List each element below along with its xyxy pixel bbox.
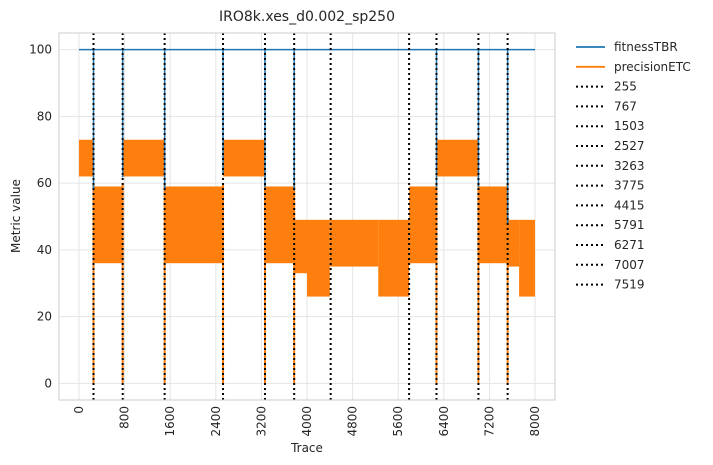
x-tick-label: 0 <box>72 406 86 414</box>
precision-band <box>519 219 536 297</box>
precision-etc-series <box>78 139 536 384</box>
y-axis-label: Metric value <box>9 179 23 253</box>
y-tick-labels: 0 20 40 60 80 100 <box>29 43 52 391</box>
legend-label: 4415 <box>614 198 645 212</box>
x-tick-label: 6400 <box>437 406 451 437</box>
y-tick-label: 0 <box>44 376 52 390</box>
y-tick-label: 80 <box>37 109 52 123</box>
precision-band <box>294 219 307 274</box>
legend-label: 3775 <box>614 179 645 193</box>
x-tick-label: 800 <box>118 406 132 429</box>
legend-label: 2527 <box>614 139 645 153</box>
legend-label: precisionETC <box>614 60 691 74</box>
legend-label: 255 <box>614 80 637 94</box>
precision-band <box>409 186 437 264</box>
precision-band <box>122 139 165 177</box>
y-tick-label: 100 <box>29 43 52 57</box>
x-tick-label: 4000 <box>300 406 314 437</box>
precision-band <box>478 186 508 264</box>
legend-label: 767 <box>614 99 637 113</box>
legend: fitnessTBR precisionETC 255 767 1503 2527 3263… <box>576 40 691 292</box>
precision-band <box>93 186 123 264</box>
x-tick-label: 2400 <box>209 406 223 437</box>
legend-label: 7007 <box>614 258 645 272</box>
x-tick-label: 8000 <box>528 406 542 437</box>
legend-label: 5791 <box>614 218 645 232</box>
legend-label: 1503 <box>614 119 645 133</box>
x-tick-label: 5600 <box>391 406 405 437</box>
drift-vertical-lines <box>92 33 509 400</box>
x-tick-label: 3200 <box>254 406 268 437</box>
precision-band <box>329 219 379 267</box>
x-tick-label: 1600 <box>163 406 177 437</box>
x-axis-label: Trace <box>290 441 323 455</box>
fitness-line <box>78 48 536 224</box>
precision-band <box>307 219 330 297</box>
legend-label: 3263 <box>614 159 645 173</box>
fitness-tbr-series <box>78 48 536 224</box>
precision-band <box>507 219 520 267</box>
axis-frame <box>58 32 556 401</box>
y-tick-label: 60 <box>37 176 52 190</box>
legend-label: 7519 <box>614 278 645 292</box>
chart-title: IRO8k.xes_d0.002_sp250 <box>219 9 395 25</box>
legend-label: fitnessTBR <box>614 40 678 54</box>
legend-label: 6271 <box>614 238 645 252</box>
precision-band <box>436 139 479 177</box>
precision-band <box>164 186 224 264</box>
y-tick-label: 40 <box>37 243 52 257</box>
precision-band <box>378 219 410 297</box>
x-tick-label: 4800 <box>346 406 360 437</box>
precision-band <box>265 186 295 264</box>
precision-band <box>223 139 265 177</box>
precision-band <box>78 139 94 177</box>
y-tick-label: 20 <box>37 310 52 324</box>
plot-border <box>58 32 556 401</box>
x-tick-labels: 0 800 1600 2400 3200 4000 4800 5600 6400 7200 8000 <box>72 406 542 437</box>
x-tick-label: 7200 <box>482 406 496 437</box>
